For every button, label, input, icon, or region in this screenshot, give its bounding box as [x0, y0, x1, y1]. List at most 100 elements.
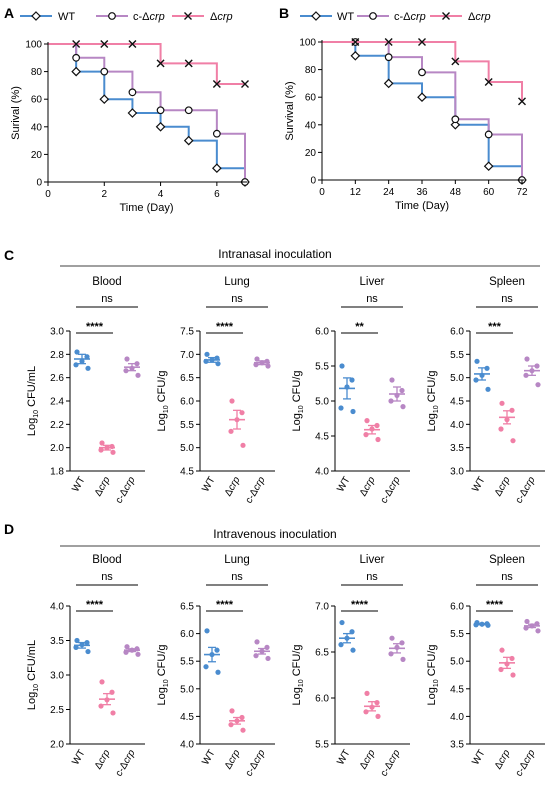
data-point [509, 655, 515, 662]
legend-marker [311, 11, 321, 21]
data-point [474, 358, 480, 364]
data-point [400, 404, 406, 410]
y-tick-label: 6.0 [450, 327, 464, 338]
y-tick-label: 4.5 [180, 467, 194, 478]
series-line [48, 43, 246, 182]
dot-plot-d-blood: Blood **** ns 2.0 2.5 3.0 3.5 4.0 Log10 CFU/mL WT… [26, 554, 145, 779]
x-tick-label: 6 [214, 189, 220, 200]
series-line [48, 43, 246, 182]
data-point [388, 651, 394, 657]
y-tick-label: 5.5 [315, 740, 329, 751]
legend-comp-label: c-Δcrp [133, 11, 165, 23]
y-tick-label: 2.0 [50, 443, 64, 454]
category-label: c-Δcrp [114, 748, 138, 779]
series-marker [72, 40, 81, 48]
y-tick-label: 3.5 [450, 740, 464, 751]
data-point [134, 361, 140, 367]
y-tick-label: 5.0 [450, 657, 464, 668]
y-axis-label: Log10 CFU/mL [26, 640, 40, 710]
x-tick-label: 24 [383, 187, 395, 198]
y-tick-label: 7.0 [315, 602, 329, 613]
y-tick-label: 4.5 [450, 397, 464, 408]
dot-plot-d-lung: Lung **** ns 4.0 4.5 5.0 5.5 6.0 6.5 Log10 CFU/g W… [156, 554, 275, 779]
category-label: Δcrp [493, 475, 513, 499]
data-point [364, 418, 370, 424]
category-label: Δcrp [223, 475, 243, 499]
data-point [98, 447, 104, 453]
dot-plot-d-spleen: Spleen **** ns 3.5 4.0 4.5 5.0 5.5 6.0 Log10 CFU/… [426, 554, 545, 779]
y-tick-label: 80 [305, 65, 317, 76]
data-point [534, 363, 540, 369]
series-marker [128, 40, 137, 48]
data-point [524, 356, 530, 362]
legend-b: WT c-Δcrp Δcrp [300, 11, 491, 23]
legend-wt-label: WT [337, 11, 354, 23]
plot-title: Spleen [489, 554, 525, 566]
significance-label: ns [231, 293, 243, 305]
y-tick-label: 2.0 [50, 740, 64, 751]
significance-label: ns [366, 571, 378, 583]
data-point [124, 356, 130, 362]
y-tick-label: 100 [25, 40, 42, 51]
category-label: Δcrp [358, 748, 378, 772]
category-label: WT [70, 475, 87, 494]
legend-crp-label: Δcrp [468, 11, 491, 23]
y-tick-label: 2.8 [50, 350, 64, 361]
y-tick-label: 2.5 [50, 705, 64, 716]
legend-marker [184, 12, 192, 20]
data-point [399, 387, 405, 394]
y-tick-label: 60 [31, 95, 43, 106]
data-point [338, 405, 344, 411]
data-point [375, 436, 381, 443]
data-point [523, 372, 529, 378]
data-point [239, 410, 245, 416]
section-title-intravenous: Intravenous inoculation [213, 527, 336, 541]
data-point [135, 651, 141, 657]
y-tick-label: 40 [305, 120, 317, 131]
data-point [203, 664, 209, 670]
y-tick-label: 20 [31, 150, 43, 161]
data-point [123, 368, 129, 374]
y-tick-label: 5.0 [450, 373, 464, 384]
data-point [229, 708, 235, 714]
data-point [389, 635, 395, 641]
series-marker [128, 88, 137, 97]
survival-chart-b: 0 20 40 60 80 100 0 12 24 36 48 60 72 Time (Day) Survi… [284, 38, 528, 213]
plot-title: Spleen [489, 276, 525, 288]
series-marker [71, 66, 81, 77]
category-label: WT [200, 475, 217, 494]
dot-plot-c-lung: Lung **** ns 4.5 5.0 5.5 6.0 6.5 7.0 7.5 Log10 CFU… [156, 276, 275, 506]
data-point [350, 647, 356, 653]
data-point [124, 644, 130, 650]
x-axis-label: Time (Day) [395, 200, 449, 212]
y-tick-label: 5.0 [315, 397, 329, 408]
category-label: WT [470, 475, 487, 494]
data-point [389, 377, 395, 383]
significance-label: ns [501, 571, 513, 583]
series-marker [383, 78, 394, 89]
data-point [364, 690, 370, 697]
category-label: c-Δcrp [379, 475, 403, 506]
y-tick-label: 6.5 [180, 602, 194, 613]
y-tick-label: 5.5 [315, 362, 329, 373]
series-marker [384, 53, 393, 62]
data-point [510, 438, 516, 444]
series-marker [155, 121, 166, 132]
data-point [229, 398, 235, 404]
data-point [265, 655, 271, 662]
y-tick-label: 7.0 [180, 350, 194, 361]
y-tick-label: 0 [310, 176, 316, 187]
series-marker [156, 59, 165, 68]
y-tick-label: 100 [299, 38, 316, 49]
x-tick-label: 48 [450, 187, 462, 198]
data-point [339, 619, 345, 626]
dot-plot-d-liver: Liver **** ns 5.5 6.0 6.5 7.0 Log10 CFU/g WT Δcrp… [291, 554, 410, 779]
series-marker [100, 67, 109, 76]
panel-label-b: B [279, 5, 289, 21]
series-marker [350, 50, 361, 61]
y-tick-label: 4.5 [315, 432, 329, 443]
y-tick-label: 60 [305, 93, 317, 104]
data-point [239, 714, 245, 721]
legend-marker [442, 12, 450, 20]
legend-comp-label: c-Δcrp [394, 11, 426, 23]
